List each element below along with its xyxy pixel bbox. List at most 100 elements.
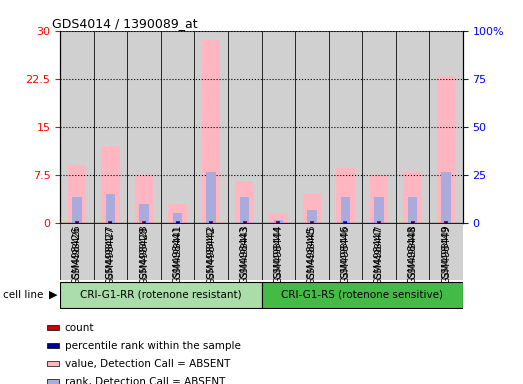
Bar [101, 146, 120, 223]
Text: CRI-G1-RR (rotenone resistant): CRI-G1-RR (rotenone resistant) [80, 289, 242, 299]
Bar [106, 194, 115, 223]
Bar [47, 361, 59, 366]
Text: GDS4014 / 1390089_at: GDS4014 / 1390089_at [52, 17, 198, 30]
Text: CRI-G1-RS (rotenone sensitive): CRI-G1-RS (rotenone sensitive) [281, 289, 443, 299]
Bar [108, 221, 112, 223]
Bar [374, 197, 384, 223]
Text: GSM498443: GSM498443 [240, 225, 249, 285]
Text: GSM498442: GSM498442 [206, 225, 216, 285]
Text: ▶: ▶ [49, 290, 57, 300]
Text: GSM498444: GSM498444 [274, 225, 283, 285]
Bar [295, 223, 328, 280]
Bar [67, 165, 86, 223]
Bar [310, 221, 314, 223]
Bar [168, 204, 187, 223]
Bar [378, 222, 380, 223]
Bar [240, 197, 249, 223]
Bar [362, 31, 396, 223]
Bar [244, 222, 246, 223]
Bar [94, 31, 127, 223]
Bar [377, 221, 381, 223]
Bar [277, 222, 279, 223]
Bar [176, 221, 179, 223]
Bar [328, 223, 362, 280]
Bar [262, 282, 463, 308]
Text: GSM498427: GSM498427 [106, 225, 116, 285]
Text: GSM498445: GSM498445 [308, 224, 316, 279]
Text: GSM498449: GSM498449 [441, 225, 451, 285]
Bar [209, 221, 213, 223]
Bar [60, 223, 94, 280]
Bar [60, 282, 262, 308]
Bar [370, 175, 388, 223]
Bar [362, 223, 396, 280]
Bar [109, 222, 111, 223]
Bar [47, 325, 59, 330]
Bar [235, 181, 254, 223]
Bar [396, 31, 429, 223]
Bar [94, 223, 127, 280]
Text: GSM498448: GSM498448 [408, 224, 417, 279]
Text: count: count [64, 323, 94, 333]
Bar [403, 172, 422, 223]
Bar [135, 175, 153, 223]
Bar [340, 197, 350, 223]
Bar [76, 222, 78, 223]
Bar [444, 221, 448, 223]
Bar [445, 222, 447, 223]
Bar [328, 31, 362, 223]
Text: GSM498441: GSM498441 [173, 225, 183, 285]
Bar [195, 31, 228, 223]
Bar [274, 220, 283, 223]
Bar [411, 221, 415, 223]
Bar [207, 172, 216, 223]
Bar [262, 223, 295, 280]
Text: value, Detection Call = ABSENT: value, Detection Call = ABSENT [64, 359, 230, 369]
Bar [47, 379, 59, 384]
Bar [437, 76, 456, 223]
Bar [336, 168, 355, 223]
Text: GSM498426: GSM498426 [72, 224, 82, 279]
Text: GSM498442: GSM498442 [207, 224, 215, 279]
Bar [176, 222, 179, 223]
Text: GSM498426: GSM498426 [72, 225, 82, 285]
Bar [127, 223, 161, 280]
Text: cell line: cell line [3, 290, 43, 300]
Bar [75, 221, 79, 223]
Bar [228, 31, 262, 223]
Bar [173, 213, 183, 223]
Bar [269, 213, 288, 223]
Bar [72, 197, 82, 223]
Bar [161, 223, 195, 280]
Bar [47, 343, 59, 348]
Bar [161, 31, 195, 223]
Text: GSM498428: GSM498428 [139, 225, 149, 285]
Text: GSM498443: GSM498443 [240, 224, 249, 279]
Text: GSM498448: GSM498448 [407, 225, 417, 285]
Text: GSM498427: GSM498427 [106, 224, 115, 279]
Bar [210, 222, 212, 223]
Bar [60, 31, 94, 223]
Bar [344, 221, 347, 223]
Text: GSM498449: GSM498449 [441, 224, 451, 279]
Text: rank, Detection Call = ABSENT: rank, Detection Call = ABSENT [64, 376, 225, 384]
Bar [142, 221, 146, 223]
Text: GSM498445: GSM498445 [307, 225, 317, 285]
Bar [429, 31, 463, 223]
Bar [303, 194, 321, 223]
Bar [276, 221, 280, 223]
Bar [127, 31, 161, 223]
Bar [307, 210, 316, 223]
Text: GSM498446: GSM498446 [341, 224, 350, 279]
Bar [412, 222, 414, 223]
Bar [311, 222, 313, 223]
Text: GSM498447: GSM498447 [374, 225, 384, 285]
Text: GSM498428: GSM498428 [140, 224, 149, 279]
Bar [295, 31, 328, 223]
Bar [143, 222, 145, 223]
Bar [243, 221, 247, 223]
Bar [262, 31, 295, 223]
Bar [408, 197, 417, 223]
Bar [228, 223, 262, 280]
Bar [195, 223, 228, 280]
